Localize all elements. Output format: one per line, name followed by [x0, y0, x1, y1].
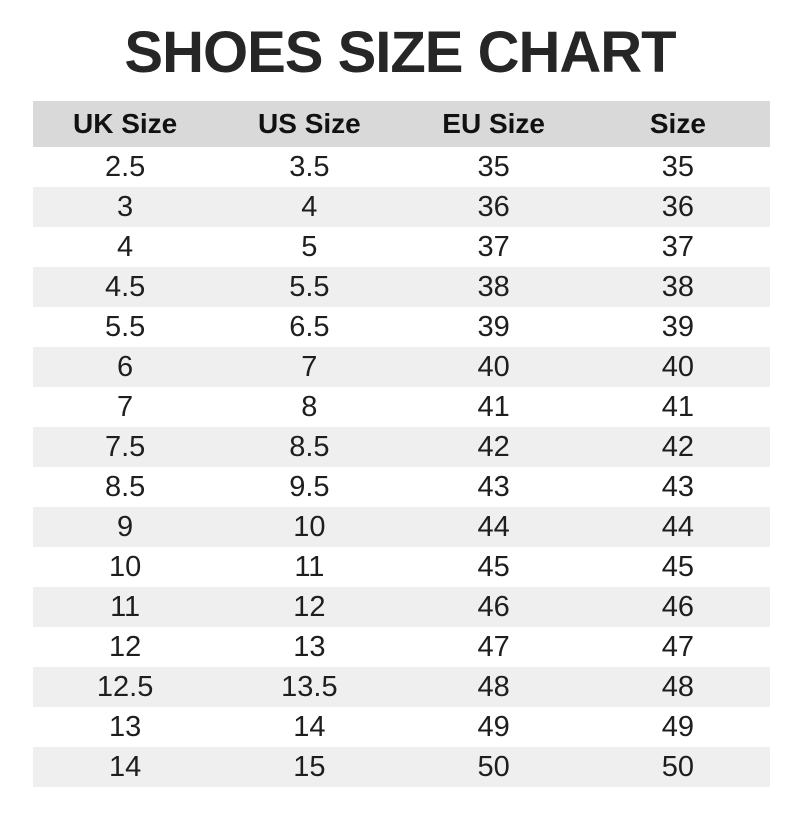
table-row: 12.5 13.5 48 48 [33, 667, 770, 708]
column-header: US Size [258, 108, 361, 140]
table-cell: 39 [477, 310, 510, 343]
table-row: 14 15 50 50 [33, 747, 770, 788]
table-cell: 14 [293, 710, 326, 743]
table-cell: 9 [117, 510, 134, 543]
table-row: 4.5 5.5 38 38 [33, 267, 770, 308]
table-cell: 49 [661, 710, 694, 743]
table-cell: 40 [661, 350, 694, 383]
table-cell: 12.5 [96, 670, 154, 703]
table-cell: 44 [477, 510, 510, 543]
table-row: 13 14 49 49 [33, 707, 770, 748]
table-body: 2.5 3.5 35 35 3 4 36 36 4 5 37 37 4.5 5.5 38 38 5.5 6.5 39… [33, 147, 770, 788]
table-cell: 8 [301, 390, 318, 423]
size-chart-table: UK Size US Size EU Size Size 2.5 3.5 35 35 3 4 36… [33, 101, 770, 788]
table-cell: 6 [117, 350, 134, 383]
column-header: Size [649, 108, 706, 140]
table-row: 3 4 36 36 [33, 187, 770, 228]
table-row: 10 11 45 45 [33, 547, 770, 588]
table-cell: 37 [661, 230, 694, 263]
table-row: 7 8 41 41 [33, 387, 770, 428]
table-cell: 42 [661, 430, 694, 463]
table-cell: 4 [301, 190, 318, 223]
table-cell: 48 [661, 670, 694, 703]
table-cell: 37 [477, 230, 510, 263]
table-cell: 12 [293, 590, 326, 623]
table-cell: 36 [661, 190, 694, 223]
table-cell: 35 [477, 150, 510, 183]
table-cell: 40 [477, 350, 510, 383]
table-cell: 5 [301, 230, 318, 263]
table-row: 12 13 47 47 [33, 627, 770, 668]
table-cell: 46 [661, 590, 694, 623]
table-cell: 39 [661, 310, 694, 343]
table-cell: 43 [477, 470, 510, 503]
table-cell: 10 [293, 510, 326, 543]
table-cell: 7 [301, 350, 318, 383]
table-row: 8.5 9.5 43 43 [33, 467, 770, 508]
table-cell: 35 [661, 150, 694, 183]
table-cell: 11 [110, 590, 141, 623]
table-cell: 50 [477, 750, 510, 783]
table-cell: 38 [661, 270, 694, 303]
table-cell: 3 [117, 190, 134, 223]
table-cell: 47 [661, 630, 694, 663]
table-cell: 44 [661, 510, 694, 543]
table-cell: 2.5 [104, 150, 146, 183]
table-cell: 7.5 [104, 430, 146, 463]
page-title: SHOES SIZE CHART [124, 20, 676, 85]
size-chart-page: SHOES SIZE CHART UK Size US Size EU Size Si… [0, 20, 800, 788]
table-cell: 43 [661, 470, 694, 503]
table-header-row: UK Size US Size EU Size Size [33, 101, 770, 148]
table-cell: 45 [477, 550, 510, 583]
table-row: 7.5 8.5 42 42 [33, 427, 770, 468]
table-row: 5.5 6.5 39 39 [33, 307, 770, 348]
table-cell: 10 [108, 550, 142, 583]
table-cell: 45 [661, 550, 694, 583]
table-cell: 15 [293, 750, 326, 783]
table-cell: 6.5 [289, 310, 330, 343]
table-row: 9 10 44 44 [33, 507, 770, 548]
table-cell: 13 [293, 630, 326, 663]
column-header: UK Size [73, 108, 178, 140]
table-cell: 8.5 [289, 430, 330, 463]
table-cell: 36 [477, 190, 510, 223]
table-cell: 42 [477, 430, 510, 463]
table-cell: 47 [477, 630, 510, 663]
table-row: 4 5 37 37 [33, 227, 770, 268]
table-cell: 8.5 [104, 470, 146, 503]
table-cell: 49 [477, 710, 510, 743]
table-cell: 12 [108, 630, 142, 663]
table-cell: 41 [477, 390, 510, 423]
table-cell: 7 [117, 390, 134, 423]
table-cell: 50 [661, 750, 694, 783]
table-row: 2.5 3.5 35 35 [33, 147, 770, 188]
table-row: 11 12 46 46 [33, 587, 770, 628]
table-header: UK Size US Size EU Size Size [33, 101, 770, 148]
table-cell: 11 [294, 550, 325, 583]
table-cell: 41 [661, 390, 694, 423]
table-cell: 13 [108, 710, 142, 743]
table-cell: 38 [477, 270, 510, 303]
table-cell: 4.5 [104, 270, 146, 303]
table-cell: 14 [108, 750, 142, 783]
table-row: 6 7 40 40 [33, 347, 770, 388]
table-cell: 5.5 [289, 270, 330, 303]
table-cell: 4 [117, 230, 134, 263]
table-cell: 48 [477, 670, 510, 703]
table-cell: 3.5 [289, 150, 330, 183]
table-cell: 9.5 [289, 470, 330, 503]
column-header: EU Size [442, 108, 545, 140]
table-cell: 13.5 [281, 670, 338, 703]
table-cell: 5.5 [104, 310, 146, 343]
table-cell: 46 [477, 590, 510, 623]
